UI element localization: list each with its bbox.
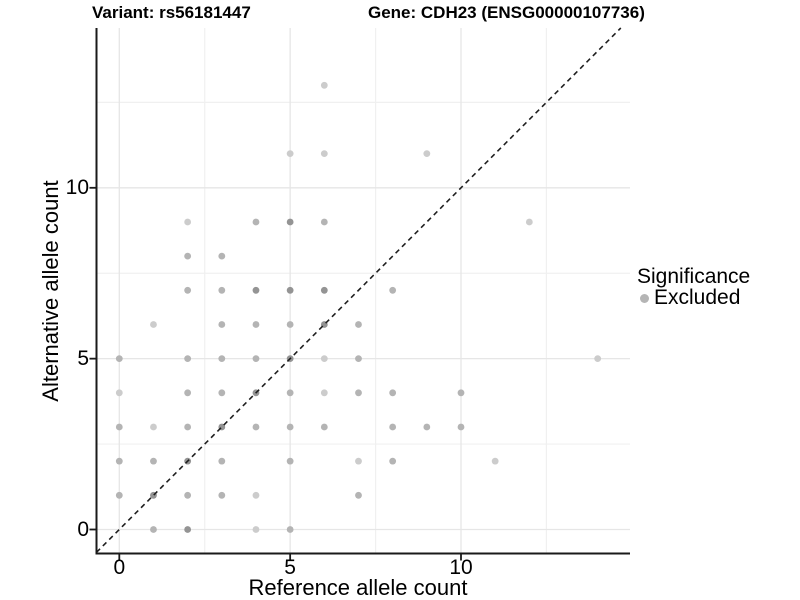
data-point xyxy=(252,355,260,363)
data-point xyxy=(184,423,192,431)
y-axis-title: Alternative allele count xyxy=(38,180,63,402)
data-point xyxy=(184,526,192,533)
data-point xyxy=(218,252,226,260)
data-point xyxy=(320,389,328,397)
data-point xyxy=(423,423,431,431)
data-point xyxy=(115,389,123,397)
x-tick-label: 5 xyxy=(284,556,296,579)
data-point xyxy=(286,286,294,294)
data-point xyxy=(184,355,192,363)
data-point xyxy=(115,355,123,363)
data-point xyxy=(184,286,192,294)
data-point xyxy=(150,423,157,431)
y-tick-label: 5 xyxy=(77,346,89,370)
data-point xyxy=(594,355,602,363)
data-point xyxy=(150,321,157,328)
data-point xyxy=(218,286,226,294)
data-point xyxy=(355,355,362,363)
data-point xyxy=(218,355,226,363)
data-point xyxy=(252,218,260,226)
data-point xyxy=(252,286,260,294)
data-point xyxy=(389,423,397,431)
data-point xyxy=(320,355,328,363)
data-point xyxy=(286,321,294,328)
data-point xyxy=(355,457,362,465)
legend-point-icon xyxy=(640,293,649,303)
data-point xyxy=(218,457,226,465)
x-axis-title: Reference allele count xyxy=(248,575,468,600)
data-point xyxy=(525,218,533,226)
x-tick-label: 0 xyxy=(113,556,126,579)
data-point xyxy=(320,286,328,294)
data-point xyxy=(286,218,294,226)
data-point xyxy=(355,389,362,397)
data-point xyxy=(320,81,328,89)
data-point xyxy=(252,423,260,431)
y-tick-label: 10 xyxy=(65,175,89,199)
identity-dashed-line xyxy=(95,27,622,553)
x-tick-label: 10 xyxy=(449,556,473,579)
data-point xyxy=(184,218,192,226)
data-point xyxy=(115,491,123,499)
plot-title-variant: Variant: rs56181447 xyxy=(92,3,251,22)
data-point xyxy=(355,321,362,328)
legend-title: Significance xyxy=(637,265,751,288)
data-point xyxy=(286,150,294,158)
data-point xyxy=(389,457,397,465)
data-point xyxy=(218,389,226,397)
data-point xyxy=(491,457,499,465)
data-point xyxy=(150,526,157,533)
data-point xyxy=(286,423,294,431)
data-point xyxy=(286,389,294,397)
data-point xyxy=(320,150,328,158)
data-point xyxy=(150,457,157,465)
legend-item-label: Excluded xyxy=(654,286,741,309)
data-point xyxy=(286,457,294,465)
data-point xyxy=(457,423,465,431)
data-point xyxy=(389,286,397,294)
data-point xyxy=(184,389,192,397)
data-point xyxy=(320,423,328,431)
data-point xyxy=(184,491,192,499)
data-point xyxy=(286,526,294,533)
data-point xyxy=(252,321,260,328)
data-point xyxy=(457,389,465,397)
legend-item-excluded: Excluded xyxy=(640,286,741,309)
data-point xyxy=(115,423,123,431)
data-point xyxy=(423,150,431,158)
data-point xyxy=(184,252,192,260)
data-point xyxy=(115,457,123,465)
data-point xyxy=(218,491,226,499)
data-point xyxy=(252,491,260,499)
data-point xyxy=(218,321,226,328)
data-point xyxy=(355,491,362,499)
data-point xyxy=(389,389,397,397)
y-tick-label: 0 xyxy=(77,517,89,541)
data-point xyxy=(320,218,328,226)
data-point xyxy=(252,526,260,533)
plot-title-gene: Gene: CDH23 (ENSG00000107736) xyxy=(368,3,645,22)
